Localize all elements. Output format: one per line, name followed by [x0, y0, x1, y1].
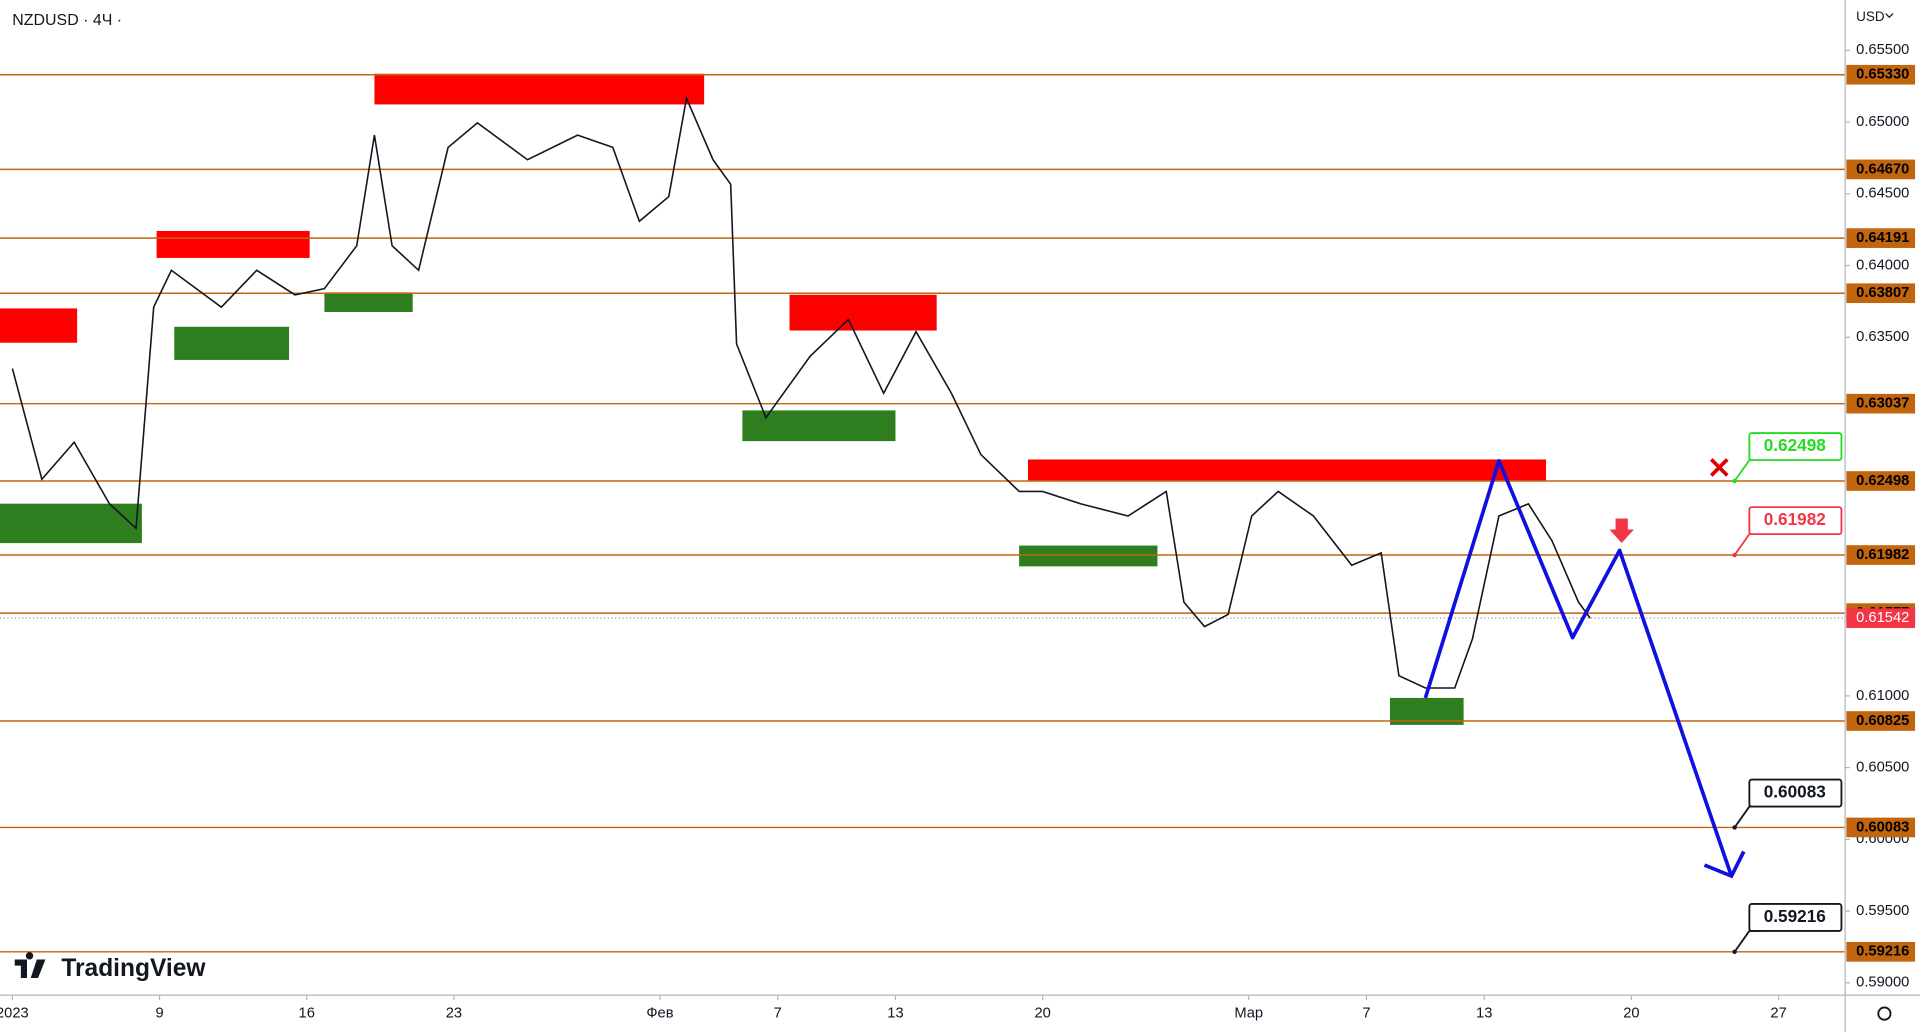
x-tick-label: 27 [1770, 1005, 1786, 1021]
annotation-label: 0.60083 [1764, 782, 1826, 802]
zone [374, 73, 705, 105]
zone [1019, 545, 1158, 567]
projection-line [1423, 458, 1734, 877]
x-tick-label: 7 [774, 1005, 782, 1021]
y-tick-label: 0.59500 [1856, 903, 1909, 919]
level-label: 0.64191 [1856, 230, 1909, 246]
zone [324, 292, 413, 313]
level-label: 0.63807 [1856, 285, 1909, 301]
y-tick-label: 0.65500 [1856, 42, 1909, 58]
level-label-bg [1846, 545, 1916, 565]
level-label: 0.64670 [1856, 161, 1909, 177]
settings-icon[interactable] [1877, 1006, 1892, 1021]
projection-arrowhead [1703, 850, 1746, 879]
level-label-bg [1846, 159, 1916, 180]
y-tick-label: 0.59000 [1856, 975, 1909, 991]
x-tick-label: 9 [155, 1005, 163, 1021]
zone [1027, 459, 1547, 481]
annotation-label: 0.62498 [1764, 435, 1827, 455]
x-tick-label: 16 [299, 1005, 315, 1021]
price-line [11, 95, 1591, 689]
logo-text: TradingView [61, 955, 206, 982]
x-tick-label: 23 [446, 1005, 462, 1021]
annotation-box [1748, 432, 1843, 462]
level-label-bg [1846, 228, 1916, 248]
cross [1710, 458, 1729, 477]
level-label-bg [1846, 393, 1916, 414]
annotation-dot [1732, 949, 1737, 955]
y-tick-label: 0.60500 [1856, 760, 1909, 776]
annotation-box [1748, 506, 1843, 536]
gear[interactable] [1877, 1006, 1892, 1021]
level-label: 0.60825 [1856, 713, 1909, 729]
y-tick-label: 0.61000 [1856, 688, 1909, 704]
y-tick-label: 0.64000 [1856, 257, 1909, 273]
level-label-bg [1846, 941, 1916, 962]
plot-area [0, 73, 1846, 953]
level-label-bg [1846, 64, 1916, 85]
x-tick-label: 13 [887, 1005, 903, 1021]
level-label-bg [1846, 817, 1916, 838]
annotation-label: 0.59216 [1764, 906, 1826, 926]
symbol-title: NZDUSD · 4Ч · [12, 12, 122, 29]
annotation-box [1748, 902, 1843, 932]
y-tick-label: 0.65000 [1856, 114, 1909, 130]
annotation-dot [1732, 825, 1737, 830]
logo-icon [14, 952, 46, 978]
y-tick-label: 0.64500 [1856, 186, 1909, 202]
y-tick-label: 0.63500 [1856, 329, 1909, 345]
zone [156, 230, 310, 258]
level-label: 0.60083 [1856, 819, 1909, 835]
logo: TradingView [14, 952, 206, 982]
level-label: 0.61982 [1856, 547, 1909, 563]
currency[interactable]: USD [1856, 9, 1885, 24]
x-tick-label: Мар [1234, 1005, 1263, 1021]
level-label: 0.59216 [1856, 944, 1909, 960]
zone [0, 503, 142, 544]
level-label: 0.65330 [1856, 67, 1909, 83]
level-label-bg [1846, 283, 1916, 304]
annotation-box [1748, 778, 1843, 808]
x-tick-label: 7 [1362, 1005, 1370, 1021]
last-price-label: 0.61542 [1856, 610, 1909, 626]
zone [174, 326, 290, 360]
zone [789, 294, 937, 331]
x-tick-label: 13 [1476, 1005, 1492, 1021]
cross-marker [1710, 458, 1729, 477]
annotation-label: 0.61982 [1764, 509, 1826, 529]
annotation-dot [1732, 478, 1737, 484]
level-label-bg [1846, 711, 1916, 731]
x-tick-label: 20 [1034, 1005, 1050, 1021]
x-tick-label: 2023 [0, 1005, 29, 1021]
x-tick-label: Фев [646, 1005, 673, 1021]
annotation-dot [1732, 552, 1737, 558]
level-label: 0.62498 [1856, 473, 1909, 489]
last-price-label-bg [1846, 608, 1916, 628]
level-label: 0.63037 [1856, 396, 1909, 412]
currency-chevron[interactable] [1885, 13, 1894, 19]
level-label-bg [1846, 471, 1916, 491]
x-tick-label: 20 [1623, 1005, 1639, 1021]
zone [0, 308, 78, 343]
